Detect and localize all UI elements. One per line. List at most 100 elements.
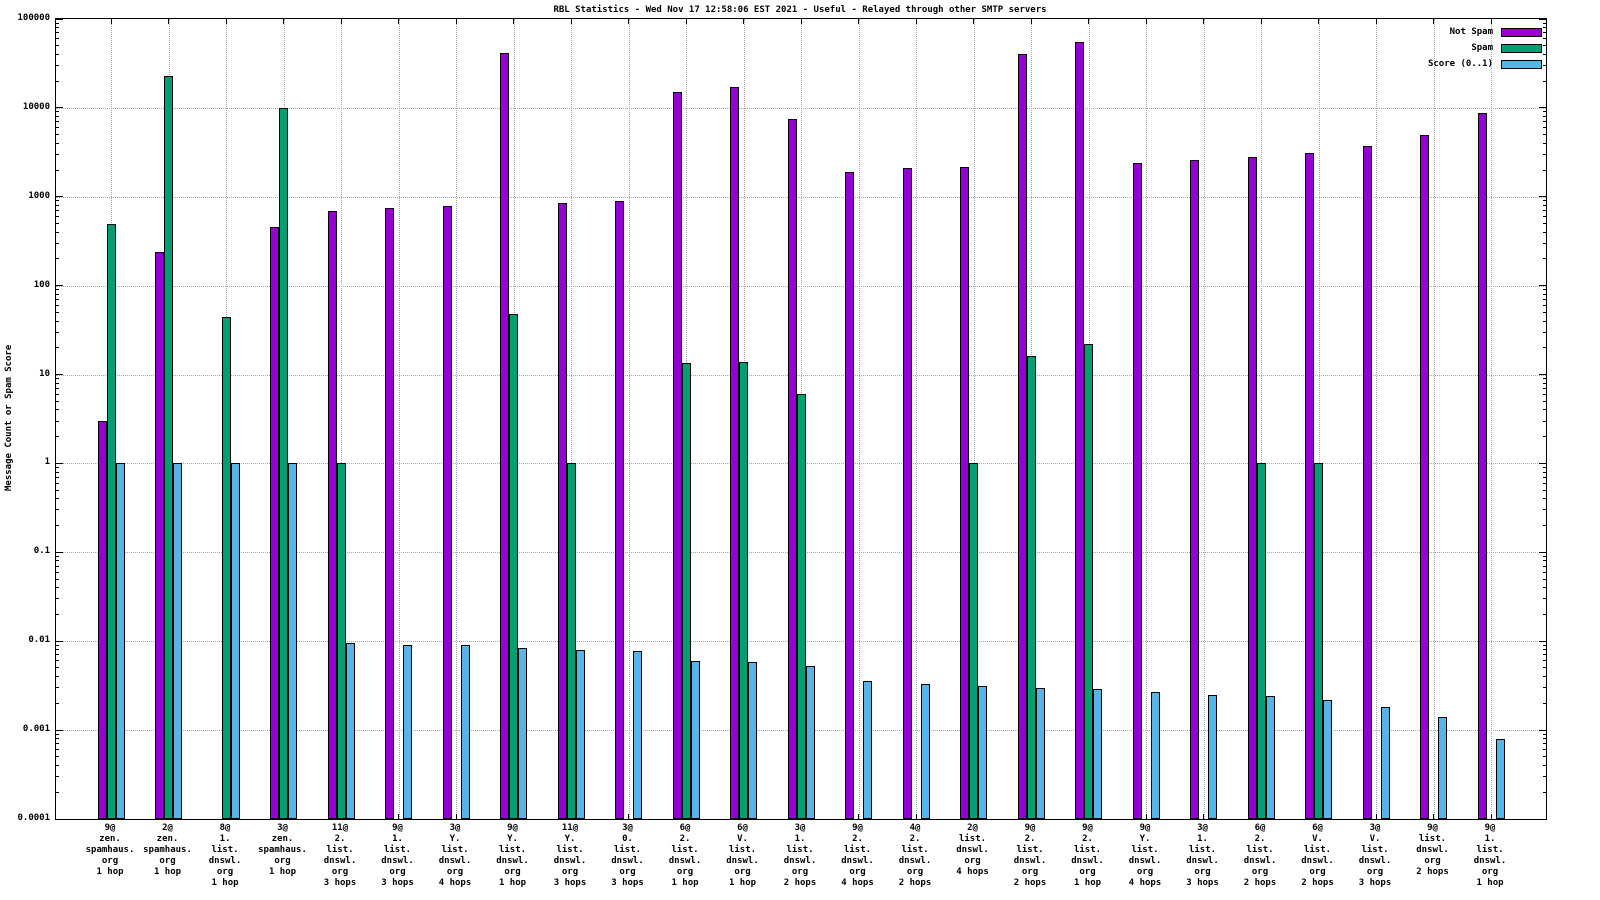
y-tick (56, 640, 63, 642)
y-tick (56, 374, 63, 376)
bar-not-spam (1477, 112, 1487, 819)
y-minor-tick (56, 743, 59, 745)
bar-not-spam (500, 52, 509, 819)
y-minor-tick (56, 467, 59, 468)
bar-score-0-1 (345, 643, 355, 819)
x-tick (455, 814, 457, 819)
y-tick (1539, 462, 1546, 464)
y-minor-tick (56, 676, 59, 678)
y-minor-tick (56, 387, 59, 389)
y-minor-tick (1543, 644, 1546, 646)
y-minor-tick (56, 38, 59, 40)
x-tick-label: 11@ 2. list. dnswl. org 3 hops (323, 823, 357, 888)
bar-not-spam (1420, 134, 1429, 819)
legend-item-not-spam: Not Spam (1428, 24, 1542, 40)
x-tick-label: 3@ V. list. dnswl. org 3 hops (1358, 823, 1392, 888)
y-minor-tick (1543, 667, 1546, 669)
y-minor-tick (1543, 45, 1546, 47)
bar-score-0-1 (690, 660, 700, 819)
y-minor-tick (1543, 298, 1546, 300)
y-minor-tick (1543, 613, 1546, 615)
x-tick-label: 9@ zen. spamhaus. org 1 hop (85, 823, 135, 877)
chart-title: RBL Statistics - Wed Nov 17 12:58:06 EST… (553, 5, 1047, 15)
y-minor-tick (56, 347, 59, 349)
y-minor-tick (56, 791, 59, 793)
y-minor-tick (56, 509, 59, 511)
legend-label: Spam (1471, 43, 1493, 53)
y-minor-tick (56, 231, 59, 233)
y-tick-label: 1000 (28, 190, 50, 201)
y-minor-tick (1543, 743, 1546, 745)
bar-score-0-1 (1495, 738, 1505, 819)
x-tick-label: 9@ list. dnswl. org 2 hops (1416, 823, 1449, 877)
y-minor-tick (1543, 776, 1546, 778)
x-tick-label: 3@ 0. list. dnswl. org 3 hops (611, 823, 644, 888)
y-minor-tick (1543, 476, 1546, 478)
x-tick (1490, 814, 1492, 819)
y-minor-tick (1543, 134, 1546, 136)
x-tick-label: 9@ 2. list. dnswl. org 1 hop (1071, 823, 1104, 888)
y-minor-tick (1543, 578, 1546, 580)
x-tick-label: 11@ Y. list. dnswl. org 3 hops (553, 823, 587, 888)
y-minor-tick (56, 289, 59, 291)
y-minor-tick (1543, 169, 1546, 171)
x-tick (1145, 19, 1147, 24)
y-minor-tick (56, 587, 59, 589)
y-minor-tick (1543, 304, 1546, 306)
bar-score-0-1 (633, 650, 642, 819)
y-minor-tick (56, 476, 59, 478)
bar-spam (566, 463, 576, 819)
x-tick-label: 9@ 2. list. dnswl. org 2 hops (1013, 823, 1047, 888)
y-minor-tick (1543, 791, 1546, 793)
y-minor-tick (56, 382, 59, 384)
y-minor-tick (1543, 738, 1546, 740)
x-tick-label: 4@ 2. list. dnswl. org 2 hops (898, 823, 932, 888)
legend-swatch-spam (1501, 43, 1542, 53)
x-tick (340, 19, 342, 24)
y-minor-tick (56, 649, 59, 651)
x-tick-label: 3@ 1. list. dnswl. org 3 hops (1186, 823, 1219, 888)
y-minor-tick (1543, 53, 1546, 55)
plot-area (55, 18, 1547, 820)
y-minor-tick (1543, 525, 1546, 527)
y-tick (56, 729, 63, 731)
bar-not-spam (442, 206, 452, 819)
x-tick-label: 8@ 1. list. dnswl. org 1 hop (208, 823, 242, 888)
y-tick-label: 10 (39, 368, 50, 379)
y-minor-tick (56, 571, 59, 573)
y-minor-tick (56, 471, 59, 473)
legend-swatch-not-spam (1501, 27, 1542, 37)
bar-not-spam (1247, 157, 1257, 819)
x-tick (973, 19, 974, 24)
y-tick (1539, 374, 1546, 376)
y-minor-tick (56, 210, 59, 212)
x-tick (1318, 19, 1319, 24)
y-minor-tick (56, 304, 59, 306)
bar-score-0-1 (1208, 694, 1217, 819)
y-minor-tick (56, 134, 59, 136)
bar-not-spam (385, 207, 394, 819)
x-tick-label: 6@ 2. list. dnswl. org 1 hop (668, 823, 702, 888)
y-minor-tick (56, 32, 59, 34)
y-minor-tick (56, 22, 59, 24)
y-tick-label: 100 (33, 279, 50, 290)
x-tick (398, 19, 399, 24)
y-minor-tick (56, 667, 59, 669)
legend-item-score: Score (0..1) (1428, 56, 1542, 72)
bar-score-0-1 (230, 463, 240, 819)
y-minor-tick (1543, 565, 1546, 567)
y-minor-tick (56, 702, 59, 704)
bar-spam (969, 463, 978, 819)
y-minor-tick (1543, 293, 1546, 295)
y-minor-tick (56, 378, 59, 380)
y-tick-label: 0.01 (28, 635, 50, 646)
bar-score-0-1 (1380, 707, 1390, 819)
x-tick (1375, 19, 1377, 24)
bar-spam (1256, 463, 1266, 819)
x-gridline (1433, 19, 1435, 819)
y-minor-tick (56, 311, 59, 313)
y-tick (56, 18, 63, 20)
y-tick-label: 0.001 (22, 724, 50, 735)
x-tick (283, 19, 284, 24)
bar-not-spam (845, 172, 854, 819)
